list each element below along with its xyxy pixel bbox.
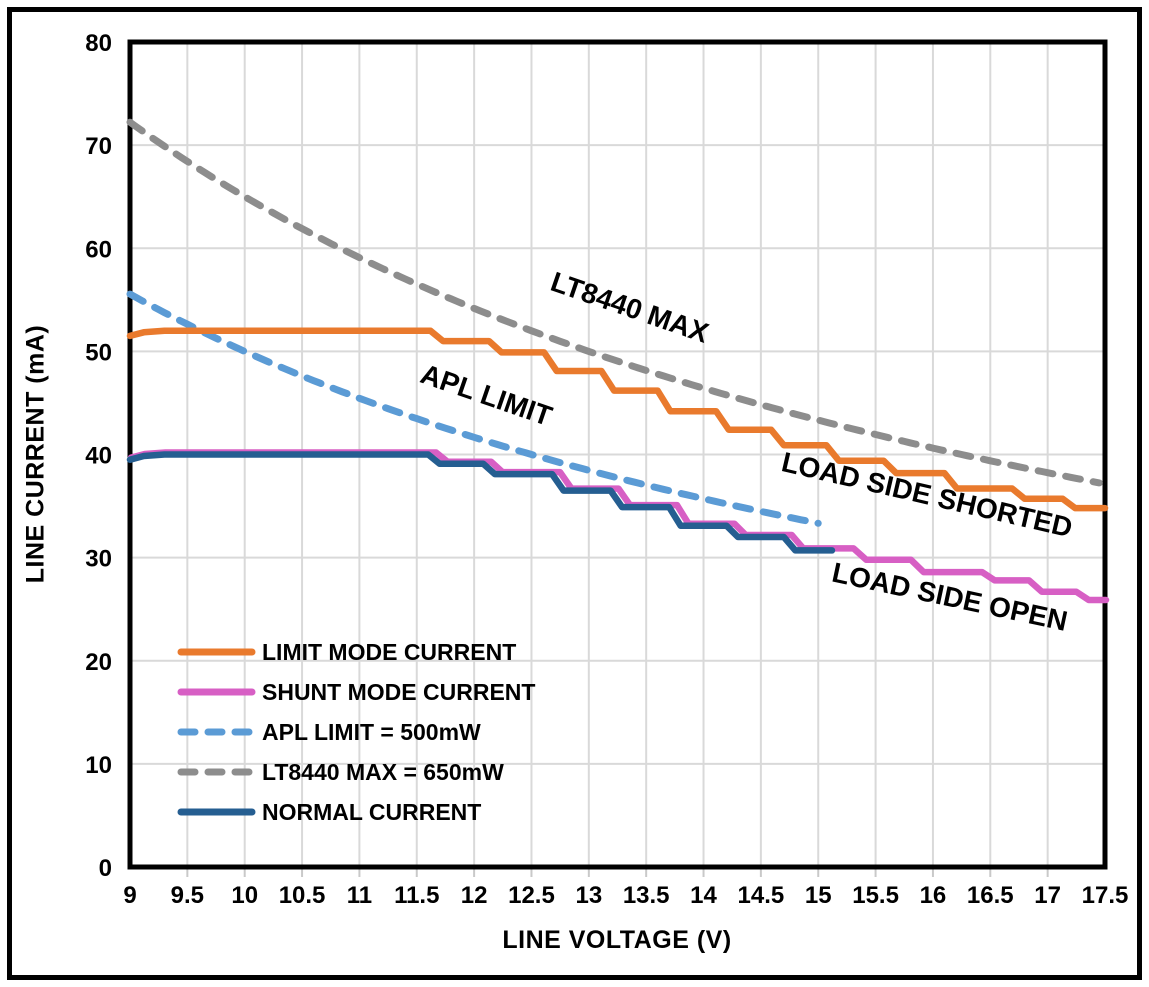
x-tick-label: 17 xyxy=(1034,882,1061,909)
y-tick-label: 30 xyxy=(85,546,112,573)
x-tick-label: 12.5 xyxy=(508,882,555,909)
legend-label-apl-limit: APL LIMIT = 500mW xyxy=(262,719,481,745)
y-tick-label: 80 xyxy=(85,30,112,57)
y-tick-label: 20 xyxy=(85,649,112,676)
series-apl-limit xyxy=(126,290,822,527)
annotation-load-side-open: LOAD SIDE OPEN xyxy=(829,557,1070,637)
legend-label-limit-mode: LIMIT MODE CURRENT xyxy=(262,639,516,665)
x-tick-label: 12 xyxy=(461,882,488,909)
x-tick-label: 10.5 xyxy=(279,882,326,909)
legend-label-lt8440-max: LT8440 MAX = 650mW xyxy=(262,759,504,785)
annotation-load-side-shorted: LOAD SIDE SHORTED xyxy=(779,446,1075,543)
series-lt8440-max xyxy=(126,118,1103,487)
annotation-lt8440-max: LT8440 MAX xyxy=(547,266,713,349)
x-tick-label: 11 xyxy=(347,882,372,909)
x-tick-label: 15.5 xyxy=(852,882,899,909)
x-tick-label: 13.5 xyxy=(623,882,670,909)
x-tick-label: 11.5 xyxy=(394,882,439,909)
y-tick-label: 0 xyxy=(99,855,112,882)
y-tick-label: 60 xyxy=(85,236,112,263)
x-tick-label: 13 xyxy=(575,882,602,909)
x-tick-label: 16 xyxy=(920,882,947,909)
x-tick-label: 14.5 xyxy=(738,882,785,909)
y-tick-label: 70 xyxy=(85,133,112,160)
y-tick-label: 50 xyxy=(85,339,112,366)
x-tick-label: 9 xyxy=(123,882,136,909)
x-tick-label: 9.5 xyxy=(171,882,204,909)
annotation-apl-limit: APL LIMIT xyxy=(417,358,556,432)
x-tick-label: 17.5 xyxy=(1082,882,1129,909)
y-tick-label: 10 xyxy=(85,752,112,779)
figure-frame xyxy=(7,7,1142,980)
x-tick-label: 14 xyxy=(690,882,717,909)
series-normal xyxy=(126,451,836,554)
plot-border xyxy=(127,39,1108,870)
series-shunt-mode xyxy=(127,449,1110,604)
series-limit-mode xyxy=(126,327,1109,512)
x-axis-title: LINE VOLTAGE (V) xyxy=(502,926,732,954)
y-axis-title: LINE CURRENT (mA) xyxy=(21,324,50,584)
x-tick-label: 16.5 xyxy=(967,882,1014,909)
legend-label-shunt-mode: SHUNT MODE CURRENT xyxy=(262,679,535,705)
y-tick-label: 40 xyxy=(85,443,112,470)
x-tick-label: 15 xyxy=(805,882,832,909)
x-tick-label: 10 xyxy=(231,882,258,909)
legend-label-normal: NORMAL CURRENT xyxy=(262,799,481,825)
